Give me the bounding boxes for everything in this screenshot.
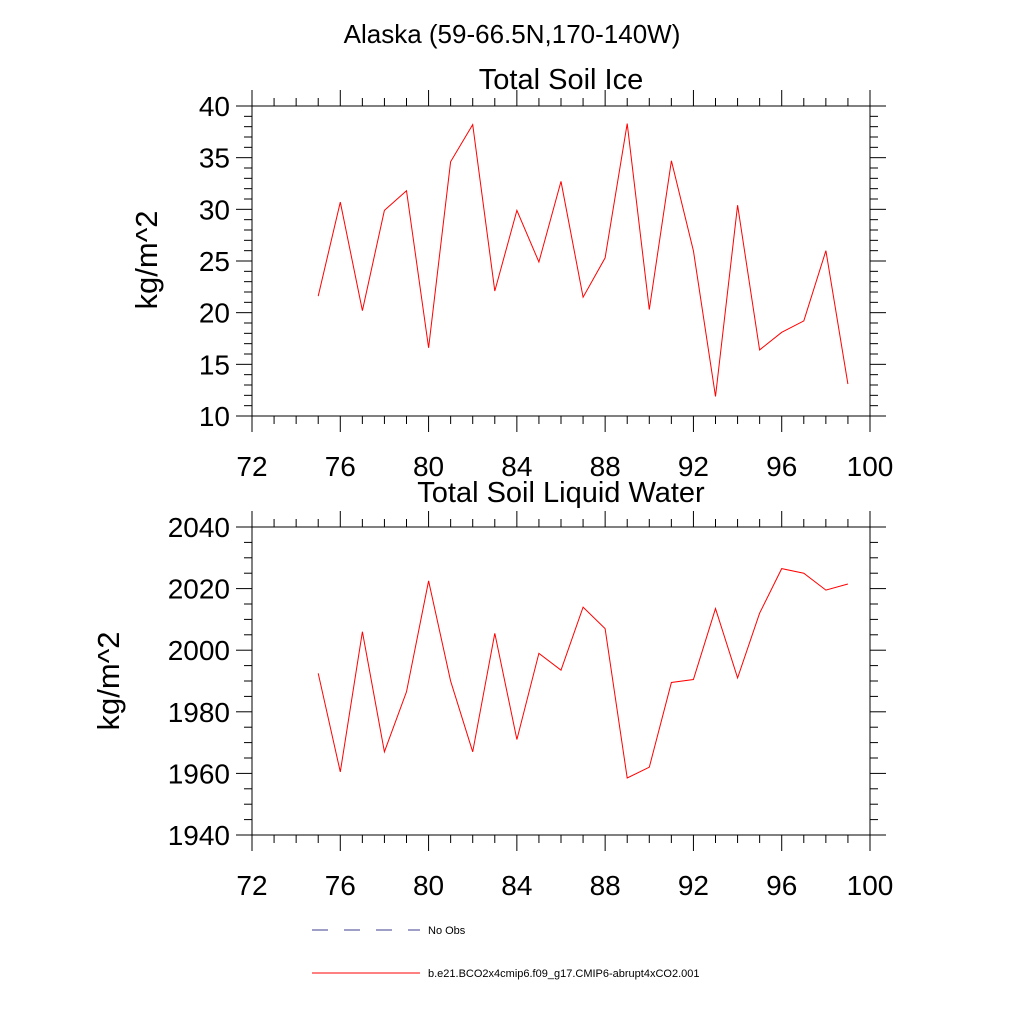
p1-y-tick-label: 1980 [168,697,230,728]
p1-x-tick-label: 72 [236,870,267,901]
panel-soil-liquid-water: Total Soil Liquid Water kg/m^2 72 76 80 84 8… [91,477,893,901]
soil-ice-ylabel: kg/m^2 [129,211,164,310]
p1-x-tick-label: 80 [413,870,444,901]
p0-x-tick-label: 96 [766,451,797,482]
p0-y-tick-label: 40 [199,91,230,122]
soil-liquid-water-title: Total Soil Liquid Water [417,477,705,509]
p1-x-tick-label: 88 [590,870,621,901]
p0-x-tick-label: 92 [678,451,709,482]
p1-x-tick-label: 76 [325,870,356,901]
p1-x-tick-label: 100 [847,870,894,901]
p1-y-tick-label: 2000 [168,635,230,666]
p1-x-tick-label: 92 [678,870,709,901]
p0-y-tick-label: 35 [199,143,230,174]
p1-x-tick-label: 96 [766,870,797,901]
p0-y-tick-label: 30 [199,194,230,225]
p0-y-tick-label: 10 [199,401,230,432]
p1-x-tick-label: 84 [501,870,532,901]
p0-y-tick-label: 20 [199,298,230,329]
p0-x-tick-label: 80 [413,451,444,482]
p0-x-tick-label: 100 [847,451,894,482]
p0-x-tick-label: 72 [236,451,267,482]
p0-x-tick-label: 84 [501,451,532,482]
p1-y-tick-label: 1940 [168,820,230,851]
soil-liquid-water-plot: 72 76 80 84 88 92 96 100 1940 1960 1980 2000 2020 204… [168,511,894,901]
p0-y-tick-label: 15 [199,349,230,380]
p1-y-tick-label: 2020 [168,574,230,605]
p0-plot-frame [251,105,871,417]
legend: No Obs b.e21.BCO2x4cmip6.f09_g17.CMIP6-a… [312,925,700,980]
p0-x-tick-label: 88 [590,451,621,482]
panel-soil-ice: Total Soil Ice kg/m^2 72 76 80 84 88 92 96 100 1… [129,64,893,482]
p1-plot-frame [251,526,871,836]
soil-ice-title: Total Soil Ice [479,64,643,96]
p1-y-tick-label: 2040 [168,512,230,543]
legend-model-label: b.e21.BCO2x4cmip6.f09_g17.CMIP6-abrupt4x… [428,968,700,980]
figure-suptitle: Alaska (59-66.5N,170-140W) [344,19,681,49]
p0-x-tick-label: 76 [325,451,356,482]
legend-no-obs-label: No Obs [428,925,466,937]
p1-series-line [317,568,849,779]
soil-liquid-water-ylabel: kg/m^2 [91,632,126,731]
p1-y-tick-label: 1960 [168,758,230,789]
p0-y-tick-label: 25 [199,246,230,277]
soil-ice-plot: 72 76 80 84 88 92 96 100 10 15 20 25 30 35 40 [199,90,894,482]
p0-series-line [317,123,849,397]
